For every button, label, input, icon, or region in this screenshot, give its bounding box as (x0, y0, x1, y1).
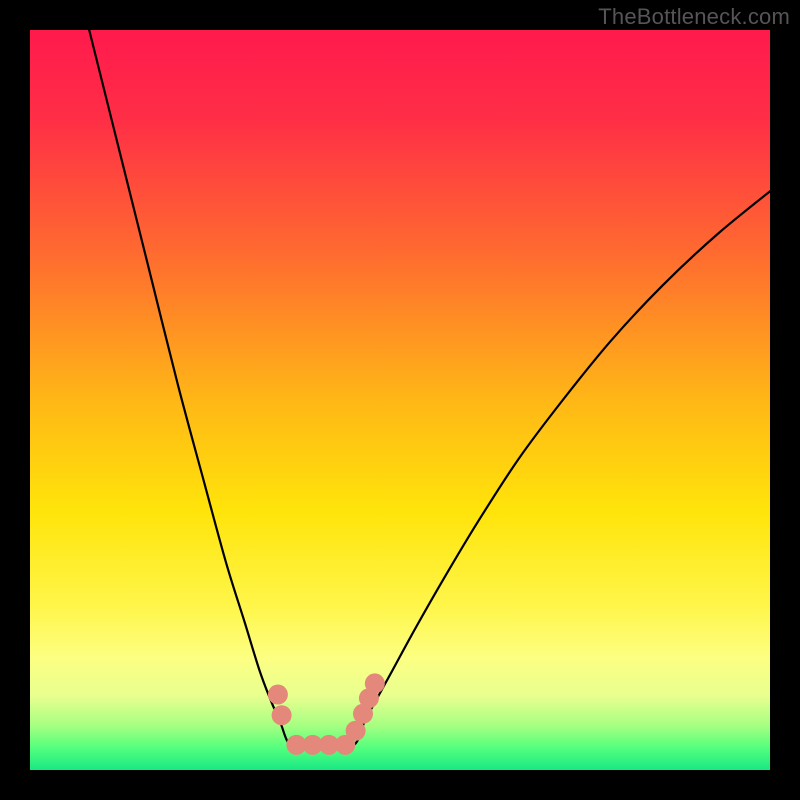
bottleneck-chart-svg (0, 0, 800, 800)
chart-frame: TheBottleneck.com (0, 0, 800, 800)
chart-background-gradient (30, 30, 770, 770)
dot-left-0 (268, 685, 288, 705)
dot-right-0 (346, 721, 366, 741)
dot-right-3 (365, 673, 385, 693)
dot-left-1 (272, 705, 292, 725)
